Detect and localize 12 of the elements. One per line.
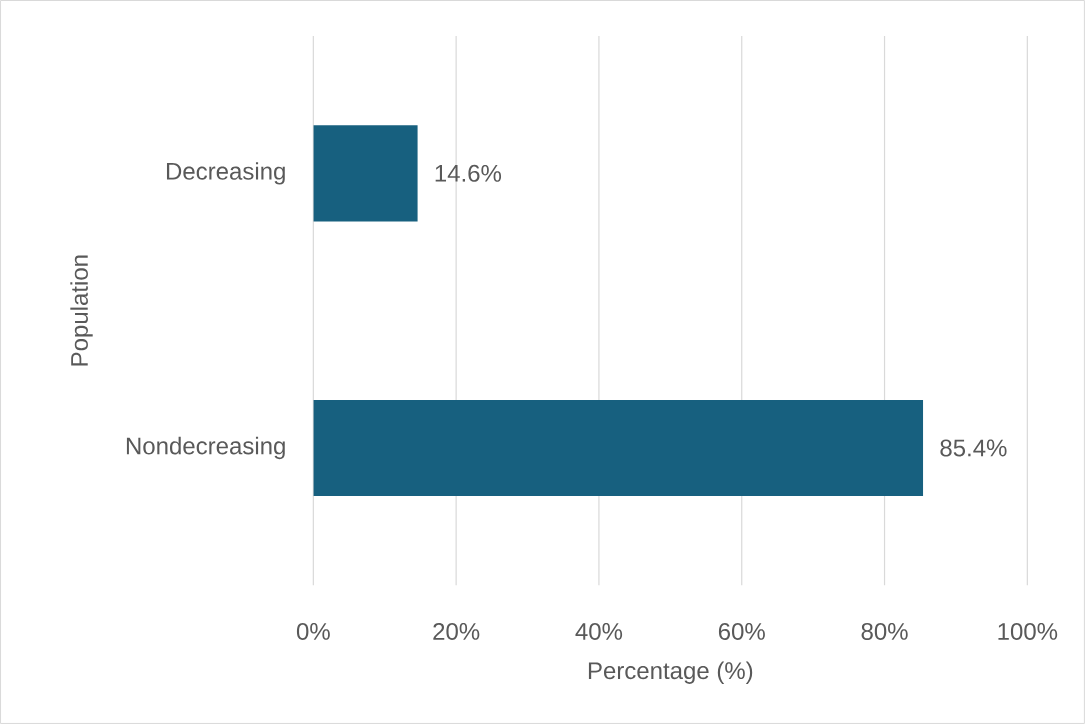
- y-tick-label: Decreasing: [166, 162, 285, 185]
- x-tick-label: 100%: [998, 622, 1058, 640]
- x-tick-label: 80%: [861, 622, 908, 640]
- data-label: 85.4%: [940, 439, 1007, 457]
- x-tick-label: 40%: [575, 622, 623, 640]
- x-tick-label: 0%: [296, 622, 330, 640]
- y-axis-title: Population: [70, 255, 93, 366]
- x-axis-title: Percentage (%): [588, 661, 753, 684]
- y-tick-label: Nondecreasing: [126, 436, 285, 460]
- data-label: 14.6%: [435, 164, 502, 182]
- x-tick-label: 60%: [718, 622, 765, 640]
- x-tick-label: 20%: [433, 622, 480, 640]
